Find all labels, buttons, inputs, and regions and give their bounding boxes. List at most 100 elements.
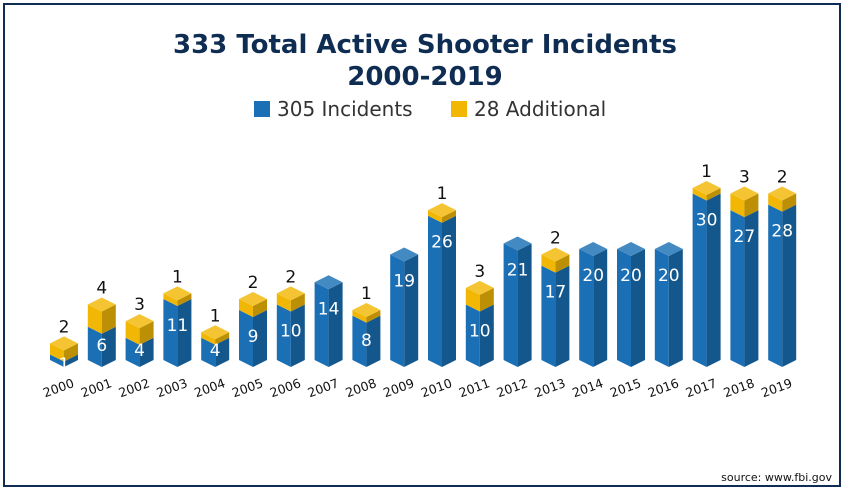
x-tick-label-2012: 2012 (495, 375, 530, 400)
data-label-additional-2000: 2 (59, 317, 70, 337)
x-tick-label-2005: 2005 (230, 375, 265, 400)
bar-incidents-2003-right-face (177, 298, 192, 367)
bar-incidents-2000-left-face (50, 354, 64, 367)
x-tick-label-2009: 2009 (381, 375, 416, 400)
x-tick-label-2017: 2017 (684, 375, 719, 400)
legend-item-incidents: 305 Incidents (254, 96, 413, 122)
bar-incidents-2010-left-face (428, 215, 442, 367)
bar-additional-2000-left-face (50, 343, 64, 362)
bar-additional-2018-right-face (744, 193, 759, 218)
x-tick-label-2006: 2006 (268, 375, 303, 400)
bar-incidents-2001-right-face (101, 326, 116, 367)
bar-additional-2003-top-face (163, 286, 192, 301)
bar-incidents-2016-right-face (668, 249, 683, 367)
bar-incidents-2019-right-face (782, 204, 797, 367)
bar-incidents-2003-left-face (163, 298, 178, 367)
bar-additional-2010-right-face (442, 210, 456, 223)
bar-additional-2001-top-face (87, 297, 116, 312)
bar-incidents-2012-left-face (503, 243, 518, 367)
bar-incidents-2015-top-face (617, 242, 645, 256)
bar-additional-2004-right-face (215, 332, 230, 345)
bar-incidents-2018-right-face (744, 210, 759, 367)
x-tick-label-2007: 2007 (306, 375, 341, 400)
bar-additional-2004-left-face (201, 332, 216, 345)
data-label-incidents-2000: 1 (59, 355, 70, 375)
data-label-incidents-2010: 26 (431, 233, 453, 253)
source-note: source: www.fbi.gov (721, 471, 832, 484)
bar-additional-2000-top-face (50, 336, 78, 351)
bar-incidents-2016-top-face (654, 242, 683, 256)
data-label-incidents-2006: 10 (280, 322, 302, 342)
data-label-additional-2017: 1 (701, 162, 712, 182)
data-label-incidents-2017: 30 (696, 211, 718, 231)
bar-incidents-2017-right-face (706, 193, 721, 367)
bar-additional-2018-left-face (730, 193, 745, 218)
bar-additional-2005-left-face (239, 298, 253, 318)
data-label-incidents-2005: 9 (248, 327, 259, 347)
legend-item-additional: 28 Additional (451, 96, 606, 122)
bar-additional-2013-top-face (541, 247, 570, 262)
data-label-additional-2008: 1 (361, 284, 372, 304)
bar-incidents-2001-left-face (87, 326, 102, 367)
bar-additional-2008-left-face (352, 310, 367, 323)
bar-incidents-2015-left-face (617, 249, 631, 367)
x-tick-label-2008: 2008 (343, 375, 378, 400)
bar-incidents-2014-top-face (579, 242, 608, 256)
bar-additional-2017-left-face (692, 187, 707, 201)
bar-incidents-2009-top-face (390, 247, 419, 262)
x-tick-label-2011: 2011 (457, 375, 492, 400)
bar-incidents-2017-left-face (692, 193, 707, 367)
bar-additional-2002-right-face (139, 321, 154, 345)
x-tick-label-2001: 2001 (79, 375, 114, 400)
data-label-incidents-2001: 6 (96, 336, 107, 356)
data-label-incidents-2015: 20 (620, 266, 642, 286)
bar-incidents-2014-left-face (579, 249, 594, 367)
chart-subtitle: 2000-2019 (347, 62, 503, 92)
bar-incidents-2004-left-face (201, 337, 216, 367)
bar-incidents-2019-left-face (768, 204, 783, 367)
bar-incidents-2013-left-face (541, 265, 556, 367)
bar-additional-2006-left-face (276, 293, 291, 312)
bar-additional-2002-left-face (125, 321, 140, 345)
data-label-incidents-2003: 11 (167, 316, 189, 336)
legend-label-incidents: 305 Incidents (277, 97, 413, 121)
x-tick-label-2002: 2002 (117, 375, 152, 400)
bar-additional-2011-right-face (479, 287, 494, 312)
x-tick-label-2000: 2000 (41, 375, 76, 400)
x-tick-label-2016: 2016 (646, 375, 681, 400)
bar-incidents-2008-right-face (366, 315, 381, 367)
data-label-additional-2019: 2 (777, 168, 788, 188)
bar-incidents-2005-left-face (239, 310, 253, 367)
x-tick-label-2003: 2003 (154, 375, 189, 400)
data-label-incidents-2004: 4 (210, 341, 221, 361)
bar-additional-2019-left-face (768, 193, 783, 212)
bar-additional-2011-left-face (465, 287, 480, 312)
legend-swatch-additional (451, 101, 467, 117)
data-label-incidents-2008: 8 (361, 331, 372, 351)
bar-additional-2006-right-face (290, 293, 305, 312)
data-label-incidents-2014: 20 (582, 266, 604, 286)
bar-additional-2001-left-face (87, 304, 102, 334)
data-label-additional-2005: 2 (248, 273, 259, 293)
bar-additional-2005-right-face (253, 298, 267, 318)
bar-additional-2001-right-face (101, 304, 116, 334)
bar-additional-2008-top-face (352, 303, 381, 318)
x-tick-label-2013: 2013 (532, 375, 567, 400)
bar-additional-2004-top-face (201, 325, 230, 340)
data-label-additional-2002: 3 (134, 295, 145, 315)
bar-incidents-2000-right-face (64, 354, 78, 367)
bar-incidents-2012-top-face (503, 236, 532, 251)
legend-label-additional: 28 Additional (474, 97, 607, 121)
bar-additional-2010-top-face (428, 203, 456, 218)
bar-additional-2019-top-face (768, 186, 797, 201)
bar-incidents-2014-right-face (593, 249, 608, 367)
bar-additional-2013-right-face (555, 254, 570, 273)
bar-additional-2019-right-face (782, 193, 797, 212)
x-tick-label-2014: 2014 (570, 375, 605, 400)
bar-additional-2005-top-face (239, 291, 267, 306)
data-label-additional-2011: 3 (474, 262, 485, 282)
chart-title: 333 Total Active Shooter Incidents (173, 30, 677, 60)
bar-incidents-2002-right-face (139, 337, 154, 367)
legend-swatch-incidents (254, 101, 270, 117)
data-label-additional-2006: 2 (285, 267, 296, 287)
